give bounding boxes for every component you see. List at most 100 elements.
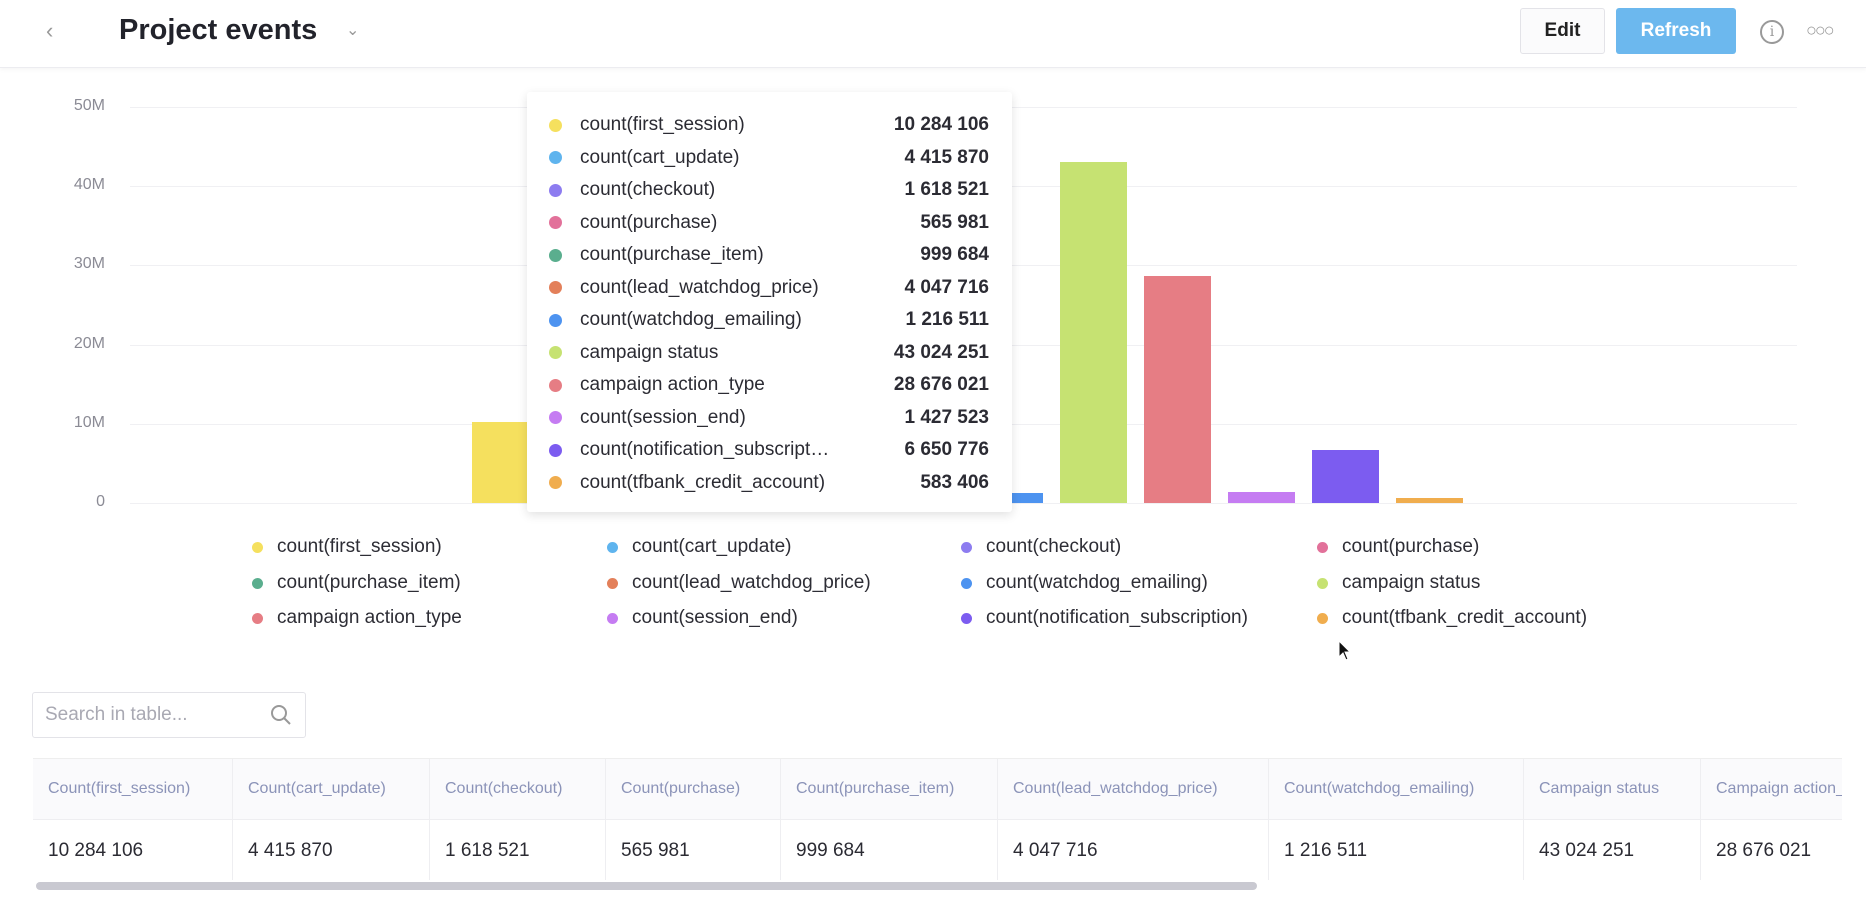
tooltip-row: campaign action_type 28 676 021 (549, 370, 989, 400)
tooltip-row: count(purchase_item) 999 684 (549, 240, 989, 270)
table-cell: 565 981 (606, 819, 781, 880)
bar[interactable] (1312, 450, 1379, 503)
table-search[interactable] (32, 692, 306, 738)
tooltip-dot-icon (549, 411, 562, 424)
tooltip-value: 10 284 106 (893, 114, 989, 135)
tooltip-value: 28 676 021 (893, 374, 989, 395)
table-header-cell[interactable]: Count(first_session) (33, 759, 233, 819)
legend-item[interactable]: count(notification_subscription) (961, 607, 1248, 629)
bar[interactable] (1144, 275, 1211, 503)
y-tick-label: 30M (73, 255, 105, 273)
tooltip-value: 43 024 251 (893, 341, 989, 363)
tooltip-value: 999 684 (920, 244, 989, 265)
table-header-cell[interactable]: Count(checkout) (430, 759, 606, 819)
tooltip-dot-icon (549, 183, 562, 197)
y-tick-label: 40M (73, 176, 105, 194)
tooltip-dot-icon (549, 281, 562, 294)
table-cell: 4 047 716 (998, 819, 1269, 880)
tooltip-label: count(watchdog_emailing) (580, 309, 802, 330)
tooltip-label: count(cart_update) (580, 146, 740, 168)
table-header-cell[interactable]: Count(lead_watchdog_price) (998, 759, 1269, 819)
legend-label: count(purchase_item) (277, 572, 461, 593)
legend-dot-icon (961, 612, 972, 624)
legend-label: campaign status (1342, 572, 1481, 593)
tooltip-value: 4 047 716 (904, 276, 989, 298)
tooltip-dot-icon (549, 346, 562, 359)
more-dots-icon[interactable]: ○○○ (1806, 20, 1835, 40)
legend-item[interactable]: count(tfbank_credit_account) (1317, 607, 1587, 629)
legend-item[interactable]: count(watchdog_emailing) (961, 572, 1208, 594)
legend-label: count(purchase) (1342, 536, 1480, 557)
tooltip-row: count(session_end) 1 427 523 (549, 403, 989, 433)
tooltip-row: count(first_session) 10 284 106 (549, 110, 989, 140)
tooltip-row: count(tfbank_credit_account) 583 406 (549, 468, 989, 498)
tooltip-label: campaign status (580, 341, 719, 363)
table-header-cell[interactable]: Campaign action_type (1701, 759, 1842, 819)
bar[interactable] (1228, 491, 1295, 503)
y-tick-label: 0 (96, 493, 105, 510)
tooltip-label: count(session_end) (580, 406, 746, 428)
legend-item[interactable]: count(session_end) (607, 607, 798, 629)
chart-tooltip: count(first_session) 10 284 106 count(cart… (527, 92, 1012, 512)
legend-dot-icon (1317, 612, 1328, 624)
chevron-down-icon[interactable]: ⌄ (346, 22, 360, 39)
chevron-left-icon[interactable]: ‹ (46, 18, 54, 43)
table-header-cell[interactable]: Count(watchdog_emailing) (1269, 759, 1524, 819)
tooltip-label: count(checkout) (580, 179, 716, 200)
tooltip-dot-icon (549, 118, 562, 132)
legend-item[interactable]: campaign status (1317, 572, 1480, 594)
tooltip-value: 1 427 523 (904, 406, 989, 428)
tooltip-value: 1 216 511 (905, 309, 989, 330)
tooltip-row: campaign status 43 024 251 (549, 338, 989, 368)
horizontal-scrollbar[interactable] (36, 882, 1257, 890)
legend-label: count(notification_subscription) (986, 607, 1248, 628)
tooltip-dot-icon (549, 216, 562, 229)
refresh-button[interactable]: Refresh (1616, 8, 1736, 54)
tooltip-label: campaign action_type (580, 374, 765, 395)
legend-item[interactable]: count(checkout) (961, 536, 1121, 558)
legend-dot-icon (961, 541, 972, 553)
table-cell: 4 415 870 (233, 819, 430, 880)
tooltip-value: 565 981 (920, 211, 989, 233)
legend-item[interactable]: count(lead_watchdog_price) (607, 572, 871, 594)
search-input[interactable] (45, 704, 269, 726)
y-tick-label: 20M (73, 334, 105, 352)
legend-label: campaign action_type (277, 607, 462, 628)
tooltip-dot-icon (549, 476, 562, 489)
tooltip-label: count(purchase_item) (580, 244, 764, 265)
info-icon[interactable]: i (1760, 20, 1784, 44)
bar[interactable] (1396, 498, 1463, 503)
table-cell: 999 684 (781, 819, 998, 880)
tooltip-value: 6 650 776 (904, 439, 989, 460)
legend-item[interactable]: count(purchase_item) (252, 572, 461, 594)
tooltip-label: count(purchase) (580, 211, 718, 233)
tooltip-label: count(first_session) (580, 114, 745, 135)
table-header-cell[interactable]: Count(purchase) (606, 759, 781, 819)
legend-item[interactable]: count(first_session) (252, 536, 442, 558)
legend-item[interactable]: count(purchase) (1317, 536, 1479, 558)
tooltip-dot-icon (549, 378, 562, 392)
table-header-cell[interactable]: Campaign status (1524, 759, 1701, 819)
legend-label: count(session_end) (632, 607, 798, 628)
bar[interactable] (1060, 162, 1127, 503)
table-header-cell[interactable]: Count(purchase_item) (781, 759, 998, 819)
legend-dot-icon (252, 541, 263, 553)
table-header-cell[interactable]: Count(cart_update) (233, 759, 430, 819)
legend-label: count(tfbank_credit_account) (1342, 607, 1588, 628)
page-title: Project events (119, 14, 318, 46)
legend-dot-icon (607, 612, 618, 624)
tooltip-value: 1 618 521 (904, 179, 989, 200)
tooltip-value: 4 415 870 (904, 146, 989, 168)
mouse-cursor-icon (1338, 640, 1352, 661)
tooltip-row: count(checkout) 1 618 521 (549, 175, 989, 205)
legend-item[interactable]: count(cart_update) (607, 536, 792, 558)
legend-dot-icon (1317, 541, 1328, 553)
legend-dot-icon (607, 577, 618, 589)
table-cell: 1 216 511 (1269, 819, 1524, 880)
legend-label: count(first_session) (277, 536, 442, 557)
search-icon[interactable] (269, 703, 293, 727)
legend-item[interactable]: campaign action_type (252, 607, 462, 629)
tooltip-row: count(lead_watchdog_price) 4 047 716 (549, 273, 989, 303)
edit-button[interactable]: Edit (1520, 8, 1605, 54)
top-bar: ‹ Project events ⌄ Edit Refresh i ○○○ (0, 0, 1866, 68)
